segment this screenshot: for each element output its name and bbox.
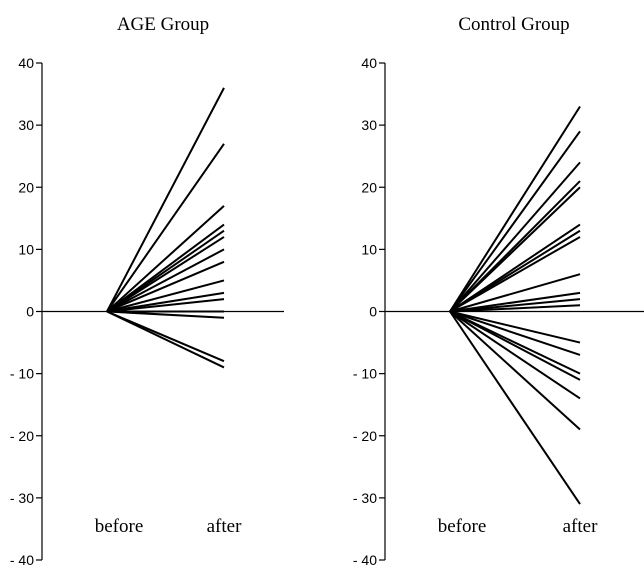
y-tick-label: 0	[26, 304, 34, 320]
control-group-title: Control Group	[458, 14, 569, 35]
subject-line	[449, 310, 581, 356]
age-group-panel: AGE Group - 40 - 30 - 20 - 10 0 10 20 30 40 befor…	[10, 14, 284, 567]
subject-line	[449, 310, 581, 400]
category-label-after: after	[207, 516, 242, 537]
category-label-after: after	[563, 516, 598, 537]
category-label-before: before	[438, 516, 487, 537]
subject-line	[106, 248, 225, 313]
y-tick-label: 30	[18, 117, 34, 133]
subject-line	[449, 304, 581, 313]
y-tick-label: - 40	[10, 552, 34, 567]
age-group-title: AGE Group	[117, 14, 209, 35]
subject-line	[106, 236, 225, 313]
y-tick-label: 40	[361, 55, 377, 71]
subject-line	[449, 236, 581, 313]
subject-line	[449, 105, 581, 313]
subject-line	[449, 161, 581, 313]
subject-line	[449, 291, 581, 313]
subject-line	[449, 130, 581, 313]
subject-line	[449, 273, 581, 313]
y-tick-label: - 20	[353, 428, 377, 444]
category-label-before: before	[95, 516, 144, 537]
subject-line	[449, 186, 581, 313]
y-tick-label: 30	[361, 117, 377, 133]
subject-line	[449, 298, 581, 313]
y-tick-label: - 30	[353, 490, 377, 506]
subject-line	[106, 279, 225, 313]
y-tick-label: - 10	[353, 366, 377, 382]
y-tick-label: 40	[18, 55, 34, 71]
y-tick-label: 20	[18, 179, 34, 195]
y-tick-label: 0	[369, 304, 377, 320]
y-tick-label: - 10	[10, 366, 34, 382]
subject-line	[106, 310, 225, 319]
y-tick-label: - 20	[10, 428, 34, 444]
subject-line	[106, 298, 225, 313]
y-tick-label: - 30	[10, 490, 34, 506]
subject-line	[106, 260, 225, 313]
subject-line	[106, 310, 225, 369]
subject-line	[449, 310, 581, 505]
control-group-panel: Control Group - 40 - 30 - 20 - 10 0 10 20 30 40 b…	[353, 14, 644, 567]
subject-line	[449, 310, 581, 431]
y-tick-label: 20	[361, 179, 377, 195]
y-tick-label: - 40	[353, 552, 377, 567]
subject-line	[106, 87, 225, 312]
subject-line	[106, 205, 225, 313]
subject-line	[106, 291, 225, 313]
subject-line	[106, 143, 225, 313]
subject-line	[449, 310, 581, 381]
subject-line	[449, 310, 581, 344]
y-tick-label: 10	[18, 241, 34, 257]
y-tick-label: 10	[361, 241, 377, 257]
